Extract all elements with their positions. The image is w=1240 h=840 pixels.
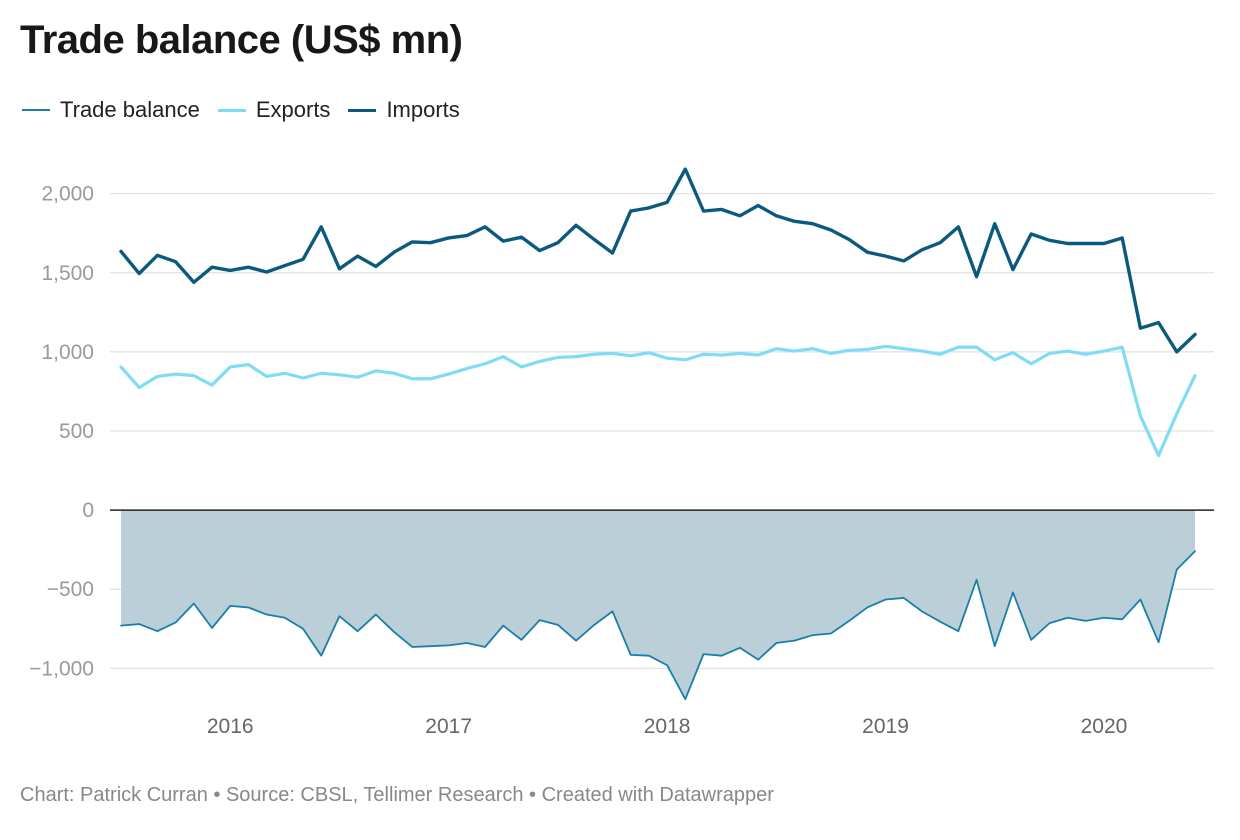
x-tick-label: 2016 <box>207 715 254 738</box>
legend: Trade balance Exports Imports <box>22 97 478 123</box>
y-tick-label: −500 <box>47 578 94 601</box>
legend-swatch-imports <box>348 108 377 112</box>
chart-footer: Chart: Patrick Curran • Source: CBSL, Te… <box>20 784 774 806</box>
legend-item-exports: Exports <box>217 97 331 123</box>
x-tick-label: 2019 <box>862 715 909 738</box>
trade-balance-line <box>120 550 1196 701</box>
chart-title: Trade balance (US$ mn) <box>20 18 463 62</box>
legend-label-exports: Exports <box>255 97 331 122</box>
exports-line <box>119 344 1197 458</box>
legend-item-trade-balance: Trade balance <box>22 97 200 123</box>
imports-line <box>119 167 1197 354</box>
y-tick-label: 0 <box>82 499 94 522</box>
x-tick-label: 2018 <box>644 715 691 738</box>
y-tick-label: 2,000 <box>41 183 94 206</box>
trade-balance-area <box>121 510 1195 700</box>
x-axis: 2016 2017 2018 2019 2020 <box>207 715 1127 738</box>
legend-swatch-exports <box>217 108 246 112</box>
legend-label-trade-balance: Trade balance <box>60 97 200 122</box>
y-tick-label: 1,000 <box>41 341 94 364</box>
x-tick-label: 2017 <box>425 715 472 738</box>
y-tick-label: 1,500 <box>41 262 94 285</box>
trade-balance-area-layer <box>121 510 1195 700</box>
legend-swatch-trade-balance <box>22 109 50 111</box>
y-tick-label: −1,000 <box>29 657 94 680</box>
y-tick-label: 500 <box>59 420 94 443</box>
x-tick-label: 2020 <box>1081 715 1128 738</box>
legend-label-imports: Imports <box>386 97 460 122</box>
series-lines <box>119 167 1197 701</box>
legend-item-imports: Imports <box>348 97 460 123</box>
